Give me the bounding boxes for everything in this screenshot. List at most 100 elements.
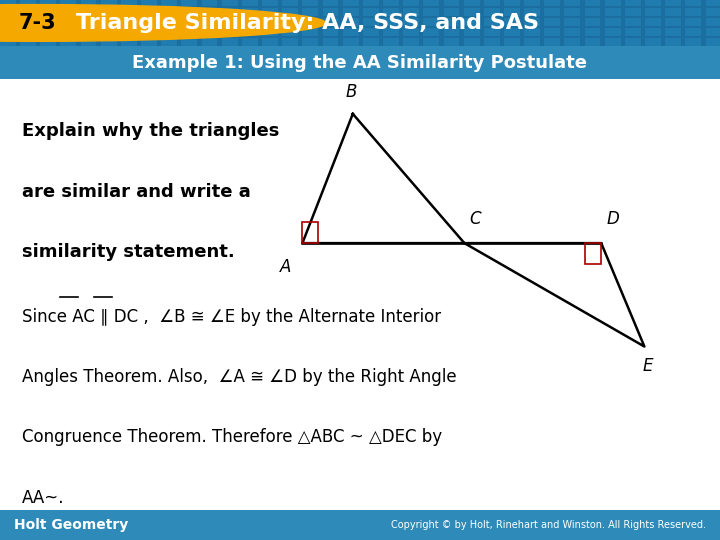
Bar bbox=[81, 0, 96, 5]
Bar bbox=[444, 0, 459, 5]
Bar bbox=[504, 8, 520, 16]
Bar bbox=[242, 28, 258, 36]
Bar bbox=[665, 0, 681, 5]
Text: 7-3: 7-3 bbox=[19, 13, 56, 33]
Bar bbox=[504, 38, 520, 46]
Bar bbox=[202, 0, 217, 5]
Bar bbox=[625, 28, 641, 36]
Bar bbox=[181, 18, 197, 26]
Bar bbox=[60, 0, 76, 5]
Bar bbox=[665, 18, 681, 26]
Bar bbox=[20, 18, 36, 26]
Bar bbox=[423, 8, 439, 16]
Bar bbox=[242, 8, 258, 16]
Bar bbox=[302, 38, 318, 46]
Bar bbox=[81, 38, 96, 46]
Bar bbox=[383, 18, 399, 26]
Bar bbox=[0, 28, 16, 36]
Bar bbox=[141, 38, 157, 46]
Bar bbox=[202, 8, 217, 16]
Bar bbox=[383, 28, 399, 36]
Bar bbox=[121, 28, 137, 36]
Text: D: D bbox=[606, 210, 619, 228]
Bar bbox=[101, 38, 117, 46]
Bar bbox=[645, 8, 661, 16]
Bar bbox=[383, 38, 399, 46]
Bar bbox=[605, 8, 621, 16]
Bar bbox=[262, 8, 278, 16]
Bar bbox=[706, 18, 720, 26]
Bar bbox=[403, 0, 419, 5]
Bar bbox=[484, 38, 500, 46]
Bar bbox=[282, 8, 298, 16]
Text: C: C bbox=[469, 210, 481, 228]
Bar bbox=[363, 38, 379, 46]
Bar bbox=[20, 8, 36, 16]
Bar bbox=[181, 28, 197, 36]
Bar bbox=[323, 8, 338, 16]
Bar bbox=[665, 28, 681, 36]
Bar bbox=[685, 38, 701, 46]
Bar bbox=[665, 8, 681, 16]
Bar bbox=[464, 18, 480, 26]
Bar bbox=[363, 8, 379, 16]
Bar bbox=[222, 28, 238, 36]
Bar bbox=[605, 38, 621, 46]
Bar bbox=[363, 18, 379, 26]
Bar bbox=[625, 0, 641, 5]
Bar bbox=[625, 18, 641, 26]
Bar bbox=[343, 18, 359, 26]
Bar bbox=[605, 28, 621, 36]
Bar bbox=[464, 0, 480, 5]
Bar bbox=[20, 28, 36, 36]
Bar bbox=[544, 28, 560, 36]
Bar bbox=[464, 38, 480, 46]
Bar bbox=[403, 8, 419, 16]
Bar bbox=[343, 28, 359, 36]
Bar bbox=[161, 38, 177, 46]
Bar bbox=[504, 18, 520, 26]
Bar bbox=[262, 0, 278, 5]
Bar bbox=[81, 28, 96, 36]
Bar bbox=[40, 0, 56, 5]
Bar bbox=[161, 28, 177, 36]
Bar bbox=[202, 18, 217, 26]
Bar bbox=[161, 8, 177, 16]
Bar bbox=[121, 0, 137, 5]
Bar bbox=[645, 18, 661, 26]
Bar bbox=[20, 38, 36, 46]
Bar bbox=[282, 38, 298, 46]
Text: Holt Geometry: Holt Geometry bbox=[14, 518, 129, 532]
Bar bbox=[121, 18, 137, 26]
Bar bbox=[60, 38, 76, 46]
Bar bbox=[645, 0, 661, 5]
Bar bbox=[262, 28, 278, 36]
Bar bbox=[141, 18, 157, 26]
Bar bbox=[444, 8, 459, 16]
Bar bbox=[685, 8, 701, 16]
Bar bbox=[40, 28, 56, 36]
Bar bbox=[625, 38, 641, 46]
Bar bbox=[685, 28, 701, 36]
Bar bbox=[282, 0, 298, 5]
Bar bbox=[544, 18, 560, 26]
Bar bbox=[242, 0, 258, 5]
Bar bbox=[60, 18, 76, 26]
Bar bbox=[403, 28, 419, 36]
Bar bbox=[685, 18, 701, 26]
Bar bbox=[40, 38, 56, 46]
Bar bbox=[0, 38, 16, 46]
Bar bbox=[302, 18, 318, 26]
Bar bbox=[0, 0, 16, 5]
Bar bbox=[625, 8, 641, 16]
Bar bbox=[302, 222, 318, 243]
Bar bbox=[605, 0, 621, 5]
Bar bbox=[464, 8, 480, 16]
Bar bbox=[564, 28, 580, 36]
Circle shape bbox=[0, 5, 325, 42]
Bar bbox=[484, 28, 500, 36]
Text: Since AC ∥ DC ,  ∠B ≅ ∠E by the Alternate Interior: Since AC ∥ DC , ∠B ≅ ∠E by the Alternate… bbox=[22, 308, 441, 326]
Bar bbox=[141, 8, 157, 16]
Bar bbox=[444, 38, 459, 46]
Bar bbox=[605, 18, 621, 26]
